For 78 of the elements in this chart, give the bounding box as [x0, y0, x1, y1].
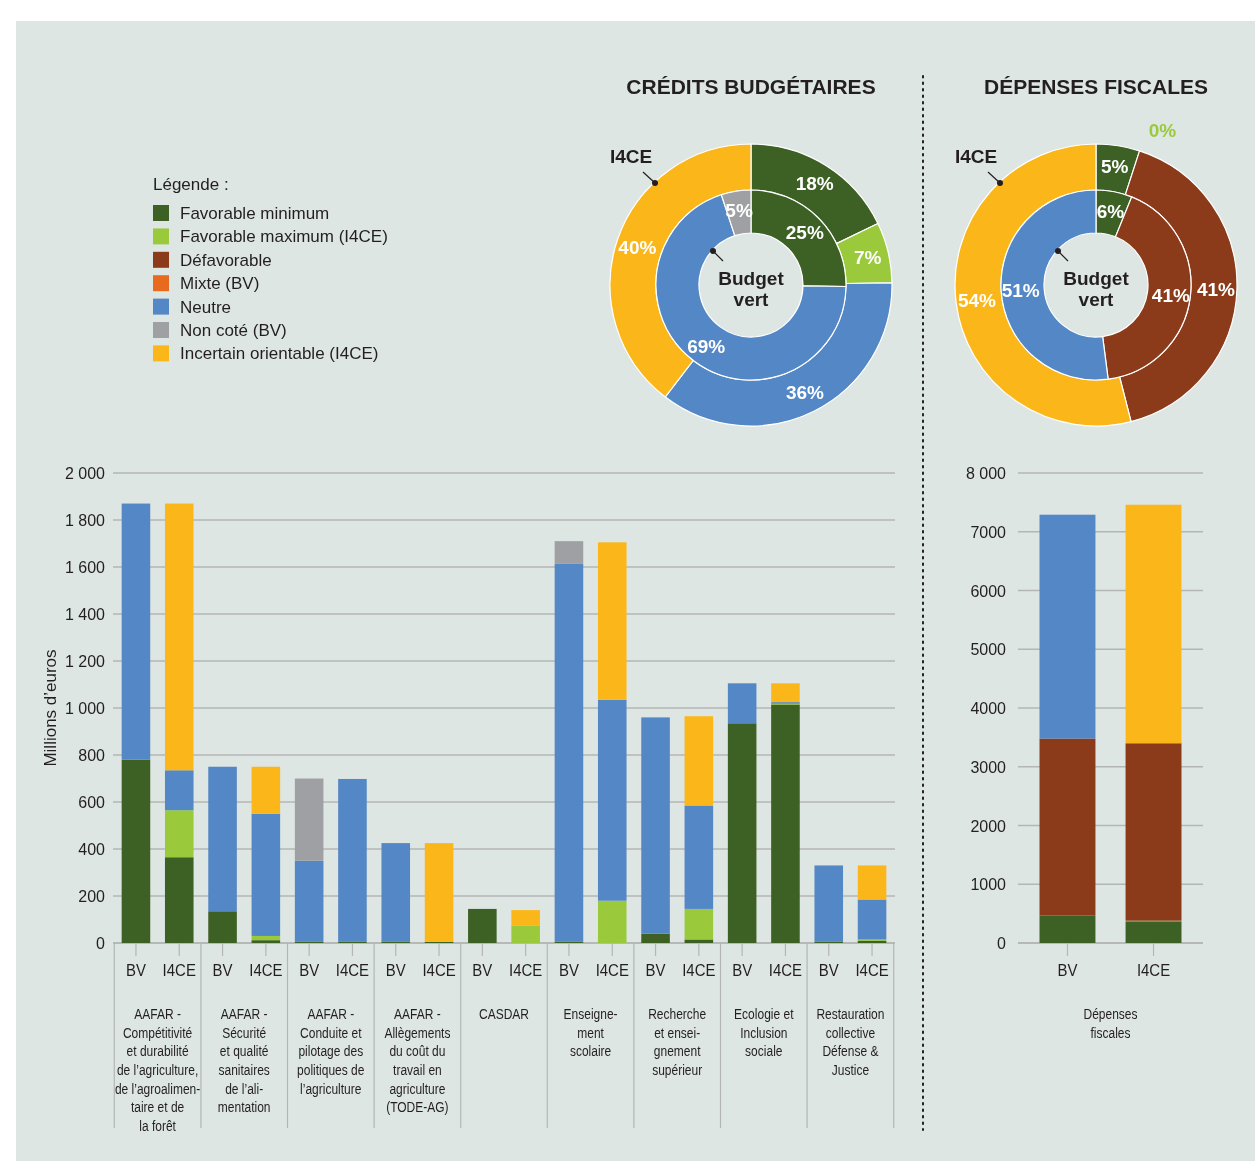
x-tick-label: BV: [818, 961, 840, 980]
slice-label: Budget vert: [1063, 268, 1130, 310]
y-axis-title: Millions d’euros: [41, 649, 60, 767]
x-tick-label: BV: [385, 961, 407, 980]
data-label: 41%: [1151, 284, 1190, 306]
text: Enseigne- ment scolaire: [563, 1005, 618, 1060]
slice-label: Budget vert: [718, 268, 785, 310]
text: CASDAR: [479, 1005, 530, 1023]
text: AAFAR - Sécurité et qualité sanitaires de l’ali- mentation: [217, 1005, 271, 1116]
x-tick-label: BV: [212, 961, 233, 980]
y-tick-label: 5000: [970, 641, 1007, 659]
x-tick-label: I4CE: [422, 961, 456, 980]
y-tick-label: 8 000: [965, 465, 1007, 482]
data-label: 41%: [1196, 278, 1236, 300]
x-tick-label: BV: [1057, 961, 1078, 980]
x-tick-label: BV: [558, 961, 580, 980]
data-label: 54%: [957, 290, 997, 312]
data-label: 7%: [854, 247, 882, 269]
y-tick-label: 0: [997, 935, 1007, 952]
chart-title: DÉPENSES FISCALES: [983, 75, 1209, 98]
y-tick-label: 1000: [970, 876, 1007, 894]
y-tick-label: 4000: [970, 700, 1007, 717]
x-tick-label: I4CE: [682, 961, 716, 980]
legend-label: Incertain orientable (I4CE): [180, 344, 379, 364]
y-tick-label: 0: [96, 935, 106, 952]
y-tick-label: 800: [78, 747, 106, 764]
text: Recherche et ensei- gnement supérieur: [648, 1005, 707, 1079]
legend-label: Défavorable: [180, 250, 272, 270]
slice-label: I4CE: [609, 146, 653, 167]
legend-label: Favorable minimum: [180, 204, 330, 223]
legend-title: Légende :: [153, 175, 229, 194]
text: Restauration collective Défense & Justice: [816, 1005, 885, 1079]
x-tick-label: BV: [299, 961, 320, 980]
x-tick-label: I4CE: [509, 961, 543, 980]
y-tick-label: 400: [78, 841, 106, 858]
slice-label: I4CE: [954, 146, 998, 167]
y-tick-label: 200: [78, 888, 106, 905]
x-tick-label: I4CE: [249, 961, 283, 980]
data-label: 69%: [687, 335, 726, 357]
text: AAFAR - Allègements du coût du travail en agriculture (TODE-AG): [384, 1005, 451, 1116]
y-tick-label: 600: [78, 794, 106, 811]
x-tick-label: I4CE: [768, 961, 803, 980]
text: 0%: [1148, 119, 1177, 141]
x-tick-label: BV: [125, 961, 147, 980]
x-tick-label: BV: [472, 961, 493, 980]
y-tick-label: 1 600: [64, 559, 106, 576]
x-tick-label: I4CE: [1136, 961, 1171, 980]
data-label: 36%: [785, 382, 825, 404]
data-label: 5%: [1101, 156, 1129, 178]
x-tick-label: I4CE: [335, 961, 370, 980]
y-tick-label: 6000: [970, 582, 1007, 600]
y-tick-label: 1 200: [64, 653, 106, 670]
data-label: 25%: [785, 222, 824, 244]
data-label: 51%: [1001, 279, 1040, 301]
legend-label: Non coté (BV): [180, 321, 287, 340]
text: Ecologie et Inclusion sociale: [734, 1005, 794, 1060]
y-tick-label: 3000: [970, 758, 1007, 776]
y-tick-label: 1 400: [64, 606, 106, 623]
text: AAFAR - Conduite et pilotage des politiques de l’agriculture: [297, 1005, 365, 1098]
legend-label: Mixte (BV): [180, 274, 260, 294]
x-tick-label: BV: [645, 961, 666, 980]
y-tick-label: 7000: [970, 523, 1007, 541]
legend-label: Favorable maximum (I4CE): [180, 227, 388, 247]
data-label: 18%: [795, 173, 834, 195]
x-tick-label: I4CE: [162, 961, 196, 980]
x-tick-label: I4CE: [595, 961, 629, 980]
y-tick-label: 1 000: [64, 700, 106, 717]
y-tick-label: 2000: [970, 817, 1007, 835]
data-label: 6%: [1096, 200, 1125, 222]
y-tick-label: 2 000: [64, 465, 106, 482]
text: Dépenses fiscales: [1083, 1005, 1138, 1042]
chart-title: CRÉDITS BUDGÉTAIRES: [626, 75, 876, 98]
data-label: 40%: [618, 236, 657, 258]
legend-label: Neutre: [180, 297, 232, 317]
x-tick-label: I4CE: [855, 961, 889, 980]
y-tick-label: 1 800: [64, 512, 106, 529]
x-tick-label: BV: [732, 961, 753, 980]
text: AAFAR - Compétitivité et durabilité de l’agriculture, de l’agroalimen- taire et de la forêt: [114, 1005, 201, 1135]
